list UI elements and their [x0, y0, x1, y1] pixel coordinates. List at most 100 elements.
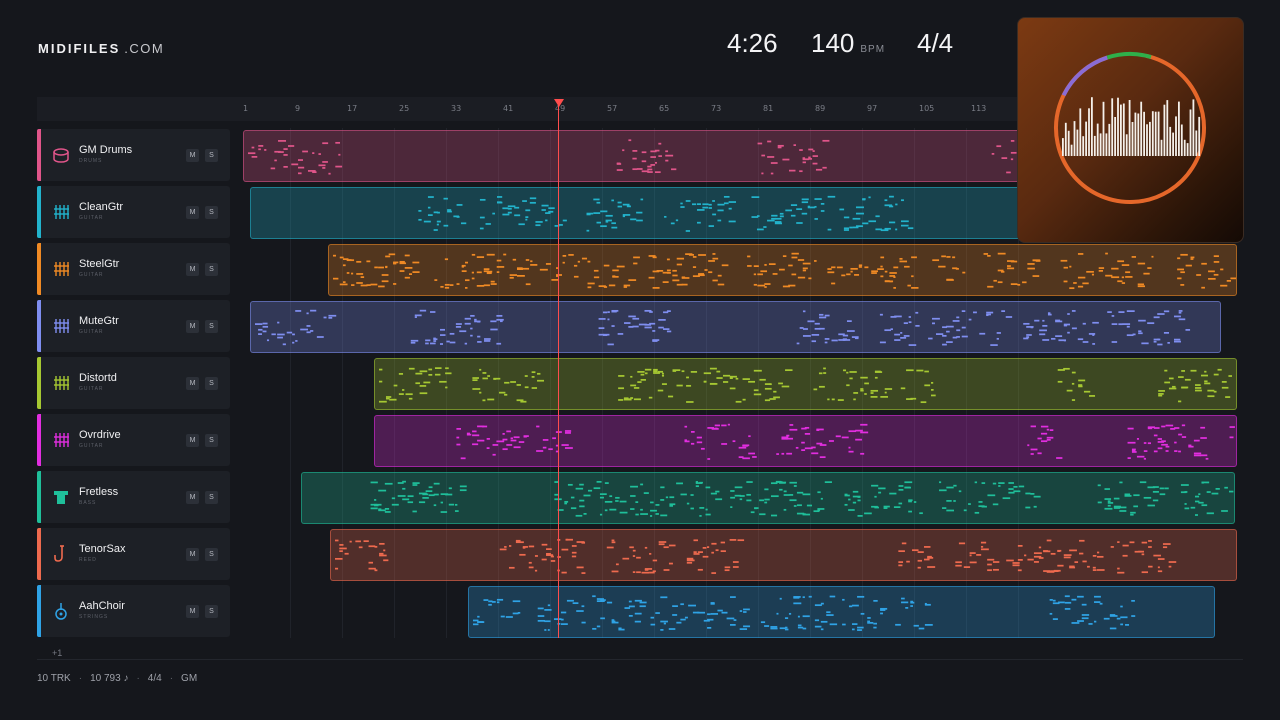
solo-button[interactable]: S — [205, 434, 218, 447]
mute-button[interactable]: M — [186, 206, 199, 219]
midi-note — [611, 325, 615, 327]
midi-note — [708, 225, 714, 227]
midi-note — [717, 209, 724, 212]
midi-note — [425, 342, 429, 345]
playhead[interactable] — [558, 104, 559, 638]
midi-note — [1207, 389, 1215, 392]
midi-note — [636, 556, 641, 559]
midi-note — [734, 494, 742, 497]
midi-clip[interactable] — [374, 358, 1237, 410]
midi-note — [802, 262, 811, 265]
midi-note — [1038, 546, 1042, 549]
midi-clip[interactable] — [468, 586, 1215, 638]
midi-note — [1159, 487, 1164, 490]
mute-button[interactable]: M — [186, 320, 199, 333]
midi-note — [510, 439, 517, 442]
mute-button[interactable]: M — [186, 434, 199, 447]
solo-button[interactable]: S — [205, 605, 218, 618]
track-header[interactable]: Distortd GUITAR M S — [37, 357, 230, 409]
midi-note — [654, 149, 660, 152]
midi-note — [440, 343, 444, 345]
midi-note — [770, 626, 778, 628]
midi-note — [962, 271, 966, 274]
track-header[interactable]: TenorSax REED M S — [37, 528, 230, 580]
midi-note — [802, 269, 807, 272]
spectrum-bar — [1175, 116, 1177, 156]
midi-note — [916, 369, 924, 372]
track-header[interactable]: Ovrdrive GUITAR M S — [37, 414, 230, 466]
midi-note — [393, 261, 399, 264]
solo-button[interactable]: S — [205, 377, 218, 390]
mute-button[interactable]: M — [186, 149, 199, 162]
track-header[interactable]: Fretless BASS M S — [37, 471, 230, 523]
midi-clip[interactable] — [250, 301, 1221, 353]
midi-clip[interactable] — [374, 415, 1237, 467]
midi-clip[interactable] — [330, 529, 1237, 581]
track-header[interactable]: AahChoir STRINGS M S — [37, 585, 230, 637]
midi-clip[interactable] — [301, 472, 1235, 524]
midi-note — [502, 438, 508, 441]
midi-note — [634, 599, 642, 602]
track-category: REED — [79, 557, 97, 563]
midi-note — [504, 393, 508, 396]
midi-note — [850, 267, 858, 270]
midi-note — [545, 212, 551, 214]
midi-note — [349, 540, 352, 543]
midi-note — [715, 549, 719, 552]
solo-button[interactable]: S — [205, 206, 218, 219]
midi-note — [849, 371, 857, 373]
midi-note — [1220, 268, 1224, 271]
track-header[interactable]: CleanGtr GUITAR M S — [37, 186, 230, 238]
midi-note — [824, 341, 828, 344]
midi-note — [1174, 427, 1180, 429]
playhead-handle[interactable] — [554, 99, 564, 107]
midi-clip[interactable] — [328, 244, 1237, 296]
midi-note — [841, 436, 849, 439]
mute-button[interactable]: M — [186, 605, 199, 618]
midi-note — [1125, 624, 1130, 626]
track-header[interactable]: SteelGtr GUITAR M S — [37, 243, 230, 295]
mute-button[interactable]: M — [186, 263, 199, 276]
midi-note — [742, 457, 750, 460]
solo-button[interactable]: S — [205, 263, 218, 276]
midi-note — [1131, 449, 1136, 452]
midi-note — [433, 229, 438, 231]
midi-note — [878, 491, 882, 494]
midi-note — [799, 149, 803, 151]
midi-note — [801, 201, 809, 204]
solo-button[interactable]: S — [205, 491, 218, 504]
solo-button[interactable]: S — [205, 548, 218, 561]
solo-button[interactable]: S — [205, 149, 218, 162]
midi-note — [1008, 488, 1014, 490]
midi-note — [1010, 260, 1018, 263]
midi-note — [814, 619, 820, 622]
spectrum-bar — [1151, 111, 1154, 156]
time-signature: 4/4 — [917, 28, 954, 58]
midi-note — [605, 220, 609, 223]
midi-note — [1057, 564, 1064, 567]
track-header[interactable]: MuteGtr GUITAR M S — [37, 300, 230, 352]
mute-button[interactable]: M — [186, 548, 199, 561]
midi-note — [1181, 386, 1189, 389]
midi-note — [761, 154, 766, 157]
mute-button[interactable]: M — [186, 491, 199, 504]
midi-note — [428, 374, 433, 376]
ruler-tick: 57 — [607, 104, 618, 113]
track-header[interactable]: GM Drums DRUMS M S — [37, 129, 230, 181]
solo-button[interactable]: S — [205, 320, 218, 333]
midi-note — [459, 330, 467, 333]
midi-note — [862, 222, 869, 225]
midi-note — [676, 263, 683, 266]
mute-button[interactable]: M — [186, 377, 199, 390]
midi-note — [855, 225, 864, 228]
midi-note — [1153, 316, 1160, 319]
midi-note — [1124, 494, 1129, 497]
ruler-tick: 89 — [815, 104, 826, 113]
midi-note — [636, 219, 643, 222]
midi-note — [650, 515, 653, 517]
midi-note — [490, 320, 497, 323]
sax-icon — [54, 545, 64, 562]
spectrum-bar — [1183, 139, 1186, 156]
more-tracks-indicator[interactable]: +1 — [52, 648, 63, 658]
spectrum-bar — [1172, 132, 1174, 156]
